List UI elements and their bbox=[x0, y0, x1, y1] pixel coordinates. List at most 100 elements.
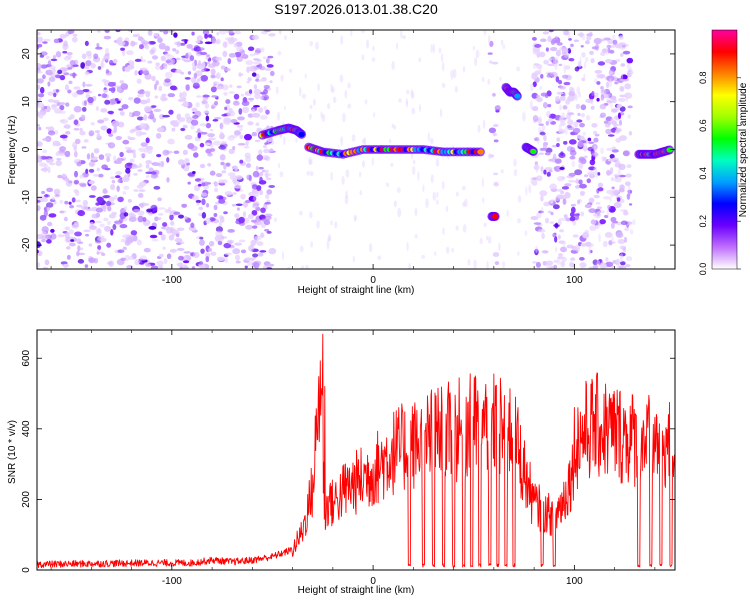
spectrogram-noise-cell bbox=[37, 43, 43, 48]
spectrogram-noise-cell bbox=[559, 229, 564, 233]
spectrogram-faint-cell bbox=[583, 61, 587, 69]
spectrogram-noise-cell bbox=[93, 174, 99, 177]
spectrogram-noise-cell bbox=[611, 146, 617, 150]
spectrogram-faint-cell bbox=[477, 124, 481, 133]
spectrogram-noise-cell bbox=[600, 94, 605, 101]
spectrogram-noise-cell bbox=[93, 53, 99, 59]
spectrogram-noise-cell bbox=[200, 192, 208, 197]
spectrogram-noise-cell bbox=[67, 66, 73, 70]
spectrogram-noise-cell bbox=[260, 96, 264, 100]
spectrogram-noise-cell bbox=[200, 131, 208, 135]
snr-panel: -100 0 100 0 200 400 600 Height of straight li… bbox=[7, 329, 676, 596]
spectrogram-faint-cell bbox=[347, 103, 352, 109]
spectrogram-noise-cell bbox=[488, 127, 497, 134]
spectrogram-noise-cell bbox=[85, 83, 93, 87]
spectrogram-noise-cell bbox=[120, 238, 127, 243]
spectrogram-noise-cell bbox=[147, 60, 153, 64]
spectrogram-noise-cell bbox=[160, 233, 166, 241]
spectrogram-noise-cell bbox=[242, 106, 250, 114]
spectrogram-noise-cell bbox=[237, 142, 246, 146]
spectrogram-noise-cell bbox=[162, 149, 170, 156]
spectrogram-faint-cell bbox=[398, 98, 402, 103]
spectrogram-noise-cell bbox=[246, 80, 251, 84]
spectrogram-noise-cell bbox=[119, 217, 124, 224]
spectrogram-noise-cell bbox=[220, 141, 227, 145]
spectrogram-faint-cell bbox=[395, 42, 399, 50]
spectrogram-faint-cell bbox=[481, 177, 485, 188]
spectrogram-noise-cell bbox=[206, 54, 211, 57]
spectrogram-noise-cell bbox=[195, 95, 202, 98]
spectrogram-faint-cell bbox=[482, 197, 485, 204]
spectrogram-noise-cell bbox=[604, 231, 613, 238]
spectrogram-noise-cell bbox=[96, 167, 100, 172]
spectrogram-faint-cell bbox=[340, 136, 344, 146]
spectrogram-faint-cell bbox=[445, 246, 450, 254]
spectrogram-noise-cell bbox=[615, 160, 621, 166]
spectrogram-noise-cell bbox=[211, 95, 218, 98]
spectrogram-noise-cell bbox=[559, 46, 566, 52]
spectrogram-noise-cell bbox=[554, 95, 560, 102]
spectrogram-x-axis-label: Height of straight line (km) bbox=[298, 285, 415, 296]
spectrogram-noise-cell bbox=[257, 107, 264, 113]
spectrogram-noise-cell bbox=[167, 138, 175, 145]
spectrogram-noise-cell bbox=[99, 223, 106, 228]
spectrogram-noise-cell bbox=[64, 150, 71, 158]
spectrogram-noise-cell bbox=[593, 213, 597, 217]
spectrogram-noise-cell bbox=[205, 148, 212, 154]
spectrogram-faint-cell bbox=[309, 104, 313, 110]
spectrogram-noise-cell bbox=[90, 62, 96, 69]
spectrogram-noise-cell bbox=[122, 191, 127, 195]
spectrogram-noise-cell bbox=[187, 181, 191, 185]
spectrogram-faint-cell bbox=[368, 243, 373, 253]
spectrogram-noise-cell bbox=[266, 263, 275, 267]
spectrogram-noise-cell bbox=[153, 83, 158, 91]
spectrogram-noise-cell bbox=[96, 132, 101, 138]
spectrogram-noise-cell bbox=[602, 240, 608, 248]
spectrogram-noise-cell bbox=[73, 86, 81, 90]
spectrogram-noise-cell bbox=[573, 121, 579, 128]
spectrogram-noise-cell bbox=[620, 209, 628, 212]
spectrogram-noise-cell bbox=[43, 210, 48, 217]
spectrogram-noise-cell bbox=[83, 229, 91, 233]
colorbar: 0.0 0.2 0.4 0.6 0.8 Normalized spectral ampl… bbox=[698, 29, 749, 275]
spectrogram-noise-cell bbox=[247, 46, 255, 51]
spectrogram-noise-cell bbox=[134, 259, 140, 266]
spectrogram-noise-cell bbox=[224, 106, 228, 111]
spectrogram-noise-cell bbox=[145, 137, 150, 144]
spectrogram-faint-cell bbox=[611, 235, 614, 245]
spectrogram-noise-cell bbox=[104, 225, 112, 232]
spectrogram-noise-cell bbox=[543, 59, 550, 65]
spectrogram-noise-cell bbox=[140, 153, 146, 158]
spectrogram-faint-cell bbox=[619, 253, 624, 263]
spectrogram-faint-cell bbox=[537, 117, 541, 124]
y-tick-label: 20 bbox=[21, 48, 32, 60]
spectrogram-faint-cell bbox=[538, 66, 542, 74]
spectrogram-y-axis-label: Frequency (Hz) bbox=[7, 116, 18, 185]
y-tick-label: -20 bbox=[21, 237, 32, 252]
spectrogram-noise-cell bbox=[257, 252, 264, 257]
spectrogram-faint-cell bbox=[487, 78, 491, 85]
spectrogram-noise-cell bbox=[625, 173, 632, 178]
spectrogram-noise-cell bbox=[625, 256, 633, 262]
spectrogram-noise-cell bbox=[115, 175, 121, 179]
spectrogram-faint-cell bbox=[558, 123, 563, 133]
spectrogram-noise-cell bbox=[203, 110, 210, 114]
spectrogram-noise-cell bbox=[195, 51, 203, 57]
spectrogram-noise-cell bbox=[603, 214, 609, 219]
spectrogram-noise-cell bbox=[98, 154, 105, 160]
x-tick-label: 0 bbox=[370, 275, 376, 286]
colorbar-label: Normalized spectral amplitude bbox=[738, 82, 749, 217]
spectrogram-noise-cell bbox=[157, 207, 166, 210]
spectrogram-noise-cell bbox=[227, 172, 236, 177]
spectrogram-faint-cell bbox=[554, 247, 558, 253]
spectrogram-noise-cell bbox=[219, 154, 226, 161]
spectrogram-noise-cell bbox=[586, 178, 591, 184]
spectrogram-noise-cell bbox=[54, 130, 59, 135]
spectrogram-noise-cell bbox=[47, 81, 51, 87]
spectrogram-faint-cell bbox=[610, 99, 613, 110]
spectrogram-noise-cell bbox=[617, 238, 626, 245]
spectrogram-noise-cell bbox=[195, 101, 200, 108]
spectrogram-faint-cell bbox=[310, 241, 314, 248]
spectrogram-noise-cell bbox=[222, 50, 228, 58]
spectrogram-noise-cell bbox=[531, 106, 539, 112]
